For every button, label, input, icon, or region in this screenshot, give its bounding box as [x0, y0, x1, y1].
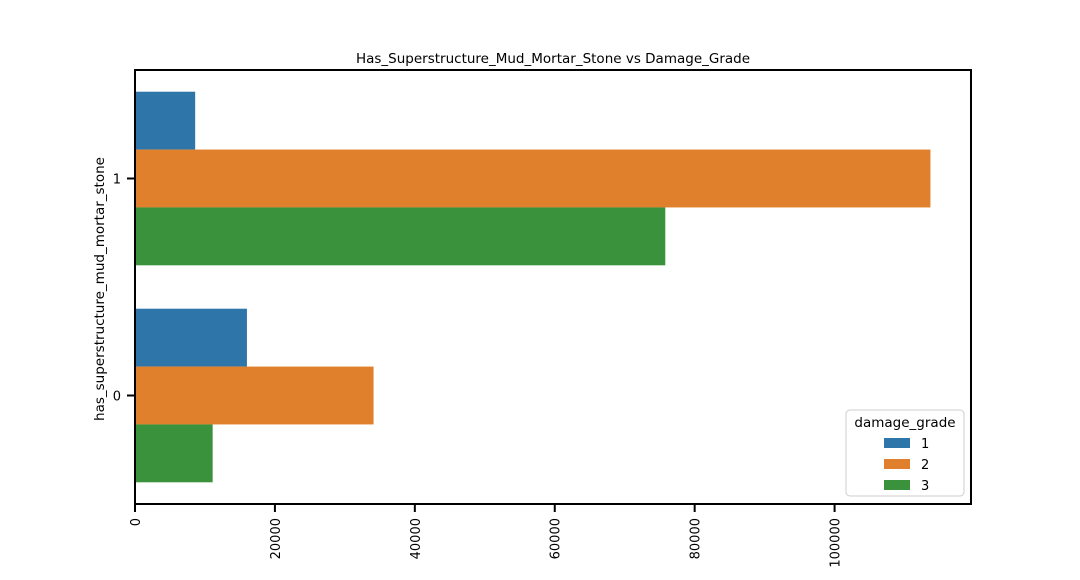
y-axis-label: has_superstructure_mud_mortar_stone [92, 157, 108, 421]
bar-1-grade-2 [135, 149, 931, 208]
x-tick-label: 80000 [689, 518, 704, 559]
legend-label-grade-2: 2 [921, 458, 929, 473]
legend: damage_grade 1 2 3 [845, 409, 965, 497]
y-axis-ticks: 10 [113, 173, 135, 405]
legend-label-grade-1: 1 [921, 437, 929, 452]
x-tick-label: 100000 [829, 518, 844, 568]
legend-entries: 1 2 3 [884, 437, 929, 494]
bars-group [135, 91, 931, 483]
chart-title: Has_Superstructure_Mud_Mortar_Stone vs D… [356, 51, 750, 67]
plot-frame [134, 69, 972, 505]
legend-title: damage_grade [854, 415, 955, 431]
x-tick-label: 0 [129, 518, 144, 526]
legend-label-grade-3: 3 [921, 479, 929, 494]
bar-1-grade-3 [135, 207, 666, 266]
x-tick-label: 60000 [549, 518, 564, 559]
legend-swatch-grade-1 [884, 438, 910, 448]
y-tick-label: 0 [113, 390, 121, 405]
bar-1-grade-1 [135, 91, 196, 150]
bar-0-grade-1 [135, 308, 247, 367]
x-tick-label: 40000 [409, 518, 424, 559]
legend-swatch-grade-3 [884, 480, 910, 490]
legend-frame [845, 409, 965, 497]
bar-0-grade-2 [135, 366, 374, 425]
x-tick-label: 20000 [269, 518, 284, 559]
legend-swatch-grade-2 [884, 459, 910, 469]
x-axis-ticks: 0 20000 40000 60000 80000 100000 [129, 504, 844, 568]
bar-0-grade-3 [135, 424, 213, 483]
y-tick-label: 1 [113, 173, 121, 188]
